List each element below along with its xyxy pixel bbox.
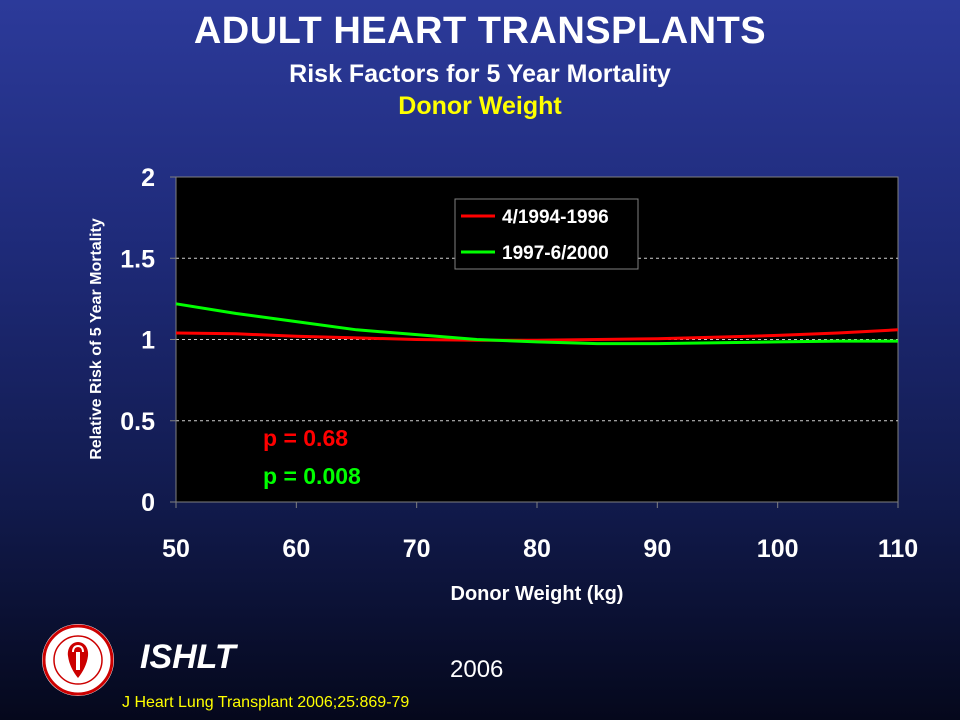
y-tick-label-3: 1.5	[120, 245, 155, 273]
page-title: ADULT HEART TRANSPLANTS	[193, 10, 767, 52]
x-tick-label-3: 80	[523, 535, 551, 563]
y-tick-label-2: 1	[141, 327, 155, 355]
report-year: 2006	[450, 656, 504, 683]
series-lines	[175, 302, 899, 346]
legend-label-1: 4/1994-1996	[502, 207, 609, 228]
x-tick-label-4: 90	[643, 535, 671, 563]
legend-box	[454, 198, 639, 270]
x-tick-label-1: 60	[282, 535, 310, 563]
x-tick-label-2: 70	[403, 535, 431, 563]
legend: 4/1994-1996 1997-6/2000	[454, 198, 639, 270]
organization-name: ISHLT	[140, 638, 236, 676]
y-tick-label-0: 0	[141, 489, 155, 517]
page-subtitle: Risk Factors for 5 Year Mortality	[289, 60, 671, 88]
p-value-annotation-1: p = 0.68	[263, 425, 348, 451]
x-tick-label-6: 110	[878, 535, 918, 563]
x-tick-label-0: 50	[162, 535, 190, 563]
y-axis-label: Relative Risk of 5 Year Mortality	[88, 218, 105, 460]
x-axis-label: Donor Weight (kg)	[451, 583, 624, 605]
x-tick-label-5: 100	[757, 535, 799, 563]
tick-labels: 50 60 70 80 90 100 110 0 0.5 1 1.5 2	[120, 164, 918, 563]
p-value-annotation-2: p = 0.008	[263, 463, 361, 489]
citation: J Heart Lung Transplant 2006;25:869-79	[122, 694, 410, 711]
series-line-2	[175, 302, 898, 346]
y-tick-label-1: 0.5	[120, 408, 155, 436]
line-chart: 50 60 70 80 90 100 110 0 0.5 1 1.5 2 4/1994-1996 19…	[88, 164, 918, 605]
ishlt-seal-icon	[42, 624, 114, 696]
series-line-1	[175, 328, 899, 342]
legend-label-2: 1997-6/2000	[502, 243, 609, 264]
y-tick-label-4: 2	[141, 164, 155, 192]
chart-variable-title: Donor Weight	[398, 92, 562, 120]
